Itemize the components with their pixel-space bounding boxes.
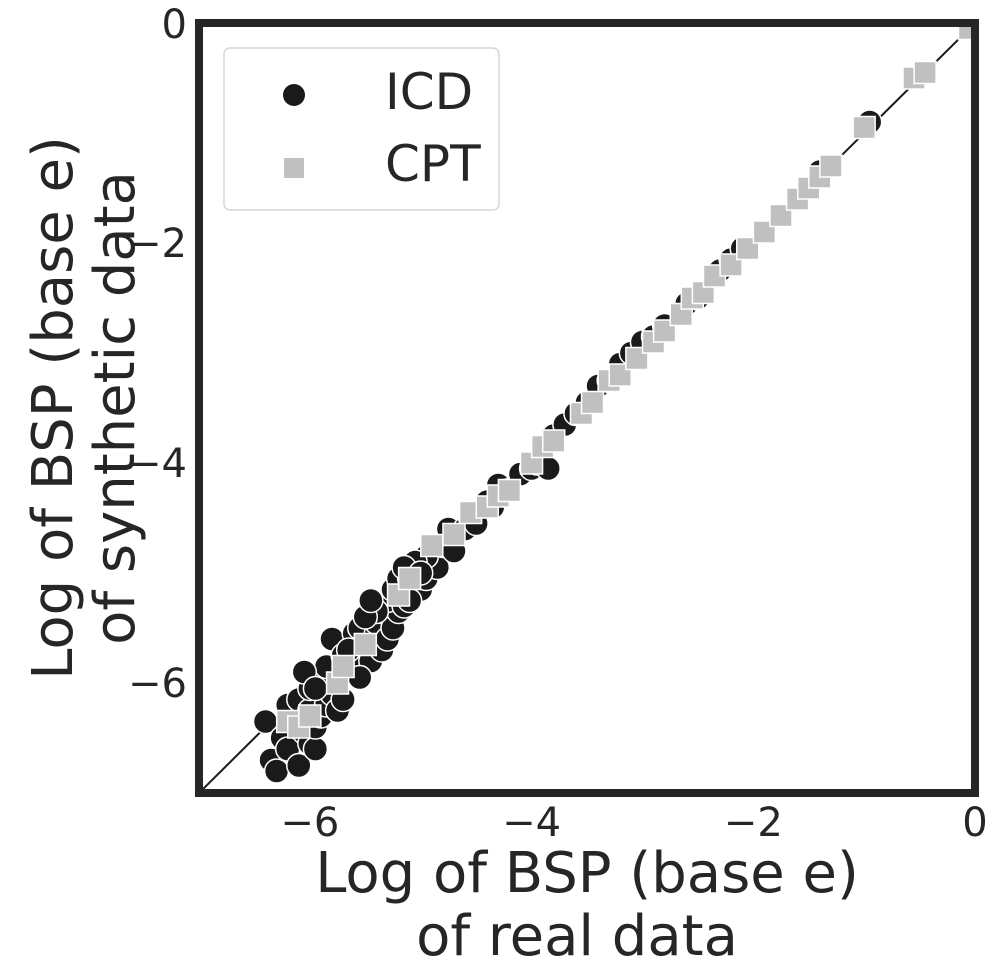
legend-marker-icd <box>283 84 305 106</box>
y-axis-label-line-2: of synthetic data <box>83 171 148 645</box>
icd-point <box>302 736 329 762</box>
x-axis-label-line-1: Log of BSP (base e) <box>315 841 859 906</box>
cpt-point <box>331 654 355 679</box>
cpt-point <box>420 533 444 558</box>
legend-marker-cpt <box>284 158 304 178</box>
cpt-point <box>819 154 843 178</box>
cpt-point <box>957 23 975 41</box>
points-layer <box>252 23 975 784</box>
y-tick-label: −6 <box>128 661 187 707</box>
icd-point <box>358 587 384 614</box>
cpt-point <box>353 632 378 657</box>
cpt-point <box>397 566 422 591</box>
y-axis-label-line-1: Log of BSP (base e) <box>21 136 86 680</box>
cpt-point <box>580 390 605 415</box>
icd-point <box>286 752 312 779</box>
x-tick-label: −2 <box>724 800 783 846</box>
plot-frame <box>195 19 979 797</box>
cpt-point <box>497 478 522 503</box>
x-tick-label: −4 <box>502 800 561 846</box>
icd-point <box>302 675 329 702</box>
cpt-point <box>913 60 937 85</box>
ticks-layer: −6 −4 −2 0 −6 −4 −2 0 <box>128 2 988 846</box>
icd-point <box>263 758 290 784</box>
x-axis-label-line-2: of real data <box>416 904 738 969</box>
x-tick-label: −6 <box>280 800 339 846</box>
legend-label-cpt: CPT <box>385 135 481 193</box>
legend: ICD CPT <box>223 47 500 211</box>
y-tick-label: −4 <box>128 441 187 487</box>
cpt-point <box>298 704 322 728</box>
legend-label-icd: ICD <box>385 63 473 121</box>
cpt-point <box>442 522 466 547</box>
cpt-point <box>852 115 876 140</box>
y-tick-label: 0 <box>162 2 187 48</box>
y-tick-label: −2 <box>128 221 187 267</box>
x-tick-label: 0 <box>962 800 987 846</box>
cpt-point <box>541 429 566 453</box>
